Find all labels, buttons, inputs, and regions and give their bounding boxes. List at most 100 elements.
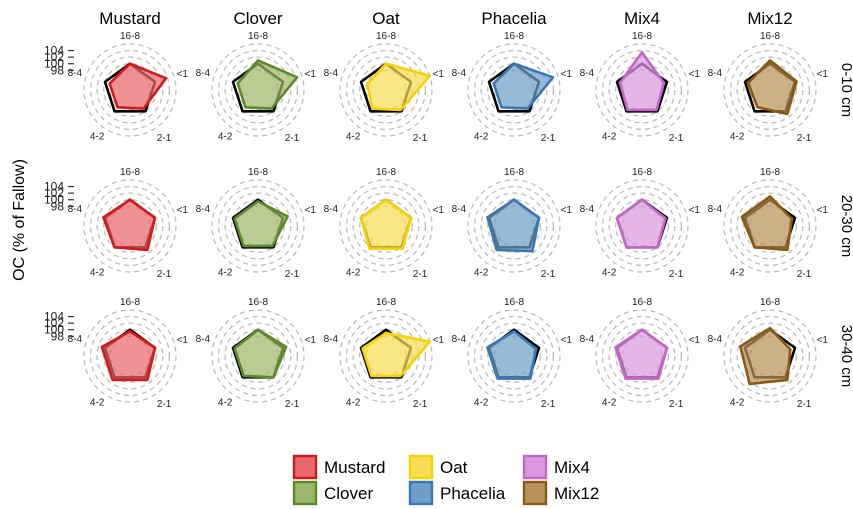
grid-ring [467,179,561,273]
series-polygon-mix12-30-40-cm [739,326,792,386]
grid-ring [467,309,561,403]
panel-oat-20-30-cm: <1 2-1 4-2 8-4 16-8 [324,167,445,280]
legend-swatch-mix12 [522,480,548,506]
axis-label: 4-2 [602,131,617,142]
column-header-mix4: Mix4 [624,9,660,28]
column-headers: Mustard Clover Oat Phacelia Mix4 Mix12 [99,9,792,28]
grid-ring [217,49,299,131]
axis-label: 16-8 [504,31,524,42]
grid-ring [595,43,689,137]
column-header-mix12: Mix12 [747,9,792,28]
panel-mustard-0-10-cm: <1 2-1 4-2 8-4 16-8 [68,31,189,144]
grid-ring [211,309,305,403]
axis-label: 16-8 [248,31,268,42]
grid-ring [736,56,804,124]
y-tick-label: 104 [44,44,64,58]
axis-label: 4-2 [730,131,745,142]
axis-label: <1 [561,205,573,216]
grid-ring [231,329,285,383]
row-header-20-30-cm: 20-30 cm [838,195,853,258]
axis-label: 16-8 [120,31,140,42]
axis-label: 2-1 [669,269,684,280]
axis-label: 16-8 [504,297,524,308]
axis-label: <1 [305,205,317,216]
axis-label: 2-1 [669,133,684,144]
column-header-phacelia: Phacelia [481,9,547,28]
axis-label: 16-8 [760,167,780,178]
axis-label: 2-1 [157,399,172,410]
axis-label: 16-8 [632,31,652,42]
y-tick-label: 104 [44,310,64,324]
axis-label: 16-8 [120,167,140,178]
axis-label: <1 [305,335,317,346]
grid-ring [339,309,433,403]
grid-ring [601,315,683,397]
axis-label: 16-8 [504,167,524,178]
grid-ring [83,179,177,273]
grid-ring [89,185,171,267]
grid-ring [83,309,177,403]
grid-ring [615,199,669,253]
grid-ring [83,43,177,137]
grid-ring [608,322,676,390]
grid-ring [480,56,548,124]
axis-label: <1 [817,335,829,346]
panel-mustard-20-30-cm: <1 2-1 4-2 8-4 16-8 [68,167,189,280]
series-polygon-mustard-0-10-cm [108,62,168,110]
series-polygon-phacelia-20-30-cm [486,198,541,253]
grid-ring [723,43,817,137]
grid-ring [224,56,292,124]
y-tick-label: 100 [44,193,64,207]
series-polygon-mix12-20-30-cm [740,195,794,252]
panel-mix12-0-10-cm: <1 2-1 4-2 8-4 16-8 [708,31,829,144]
axis-label: <1 [433,205,445,216]
axis-label: 8-4 [196,204,211,215]
grid-ring [480,192,548,260]
grid-ring [467,43,561,137]
axis-label: 4-2 [730,397,745,408]
axis-label: <1 [177,69,189,80]
y-tick-label: 102 [44,316,64,330]
axis-label: 8-4 [580,204,595,215]
series-polygon-mix12-0-10-cm [746,59,798,116]
axis-label: <1 [561,69,573,80]
axis-label: <1 [817,69,829,80]
axis-label: 16-8 [376,297,396,308]
grid-ring [595,179,689,273]
legend-swatch-oat [408,454,434,480]
grid-ring [224,192,292,260]
grid-ring [487,329,541,383]
panel-oat-0-10-cm: <1 2-1 4-2 8-4 16-8 [324,31,445,144]
panel-phacelia-20-30-cm: <1 2-1 4-2 8-4 16-8 [452,167,573,280]
y-tick-label: 102 [44,186,64,200]
legend-label-clover: Clover [324,484,373,503]
series-polygon-phacelia-30-40-cm [486,330,538,380]
axis-label: <1 [689,205,701,216]
grid-ring [480,322,548,390]
y-axis-label: OC (% of Fallow) [11,159,28,281]
axis-label: 4-2 [474,131,489,142]
grid-ring [345,315,427,397]
axis-label: <1 [561,335,573,346]
series-polygon-phacelia-0-10-cm [492,62,555,110]
panel-mustard-30-40-cm: <1 2-1 4-2 8-4 16-8 [68,297,189,410]
grid-ring [231,199,285,253]
axis-label: 2-1 [285,133,300,144]
grid-ring [96,56,164,124]
axis-label: 8-4 [68,334,83,345]
axis-label: 8-4 [196,68,211,79]
series-polygon-oat-0-10-cm [365,62,432,112]
panel-oat-30-40-cm: <1 2-1 4-2 8-4 16-8 [324,297,445,410]
axis-label: 2-1 [413,269,428,280]
grid-ring [473,185,555,267]
axis-label: 4-2 [730,267,745,278]
axis-label: 4-2 [90,131,105,142]
grid-ring [345,49,427,131]
column-header-clover: Clover [233,9,282,28]
legend-label-oat: Oat [440,458,468,477]
panel-phacelia-30-40-cm: <1 2-1 4-2 8-4 16-8 [452,297,573,410]
legend-swatch-phacelia [408,480,434,506]
axis-label: <1 [817,205,829,216]
axis-label: 8-4 [708,204,723,215]
grid-ring [743,199,797,253]
